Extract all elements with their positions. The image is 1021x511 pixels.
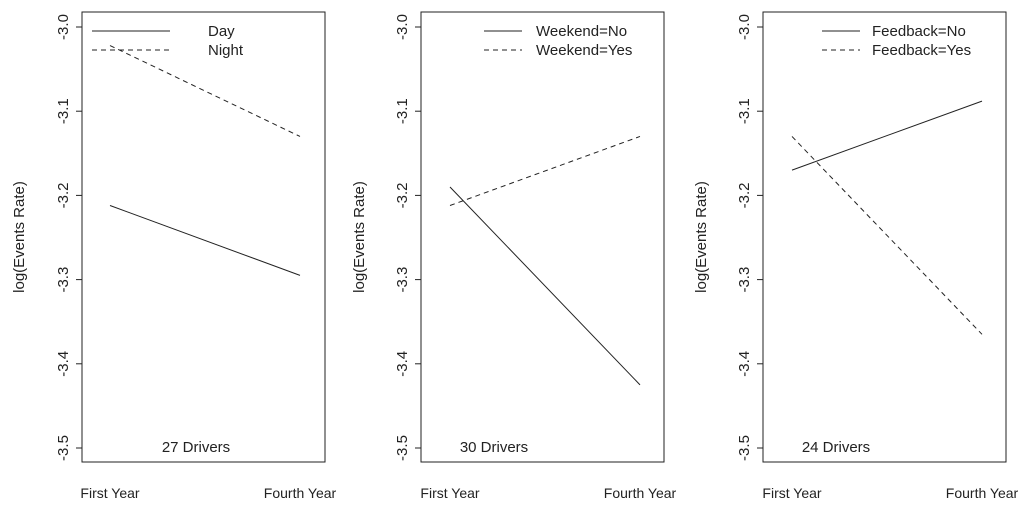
y-tick-label: -3.5 [736,435,753,461]
x-category-label: Fourth Year [264,485,337,501]
y-tick-label: -3.3 [736,267,753,293]
x-category-label: First Year [80,485,139,501]
x-category-label: Fourth Year [604,485,677,501]
y-tick-label: -3.3 [394,267,411,293]
legend-label: Night [208,42,244,59]
y-tick-label: -3.2 [736,182,753,208]
y-tick-label: -3.3 [55,267,72,293]
y-tick-label: -3.1 [55,98,72,124]
y-tick-label: -3.1 [394,98,411,124]
y-tick-label: -3.4 [736,351,753,377]
chart-panel-3: -3.0 -3.1 -3.2 -3.3 -3.4 -3.5 log(Events Rate)… [693,11,1019,501]
series-line-night [109,45,301,137]
plot-frame [762,11,1007,463]
y-tick-label: -3.0 [55,14,72,40]
y-tick-label: -3.0 [394,14,411,40]
y-tick-label: -3.2 [55,182,72,208]
driver-count-annotation: 30 Drivers [460,439,528,456]
legend-label: Feedback=Yes [872,42,971,59]
y-tick-label: -3.4 [394,351,411,377]
y-tick-label: -3.1 [736,98,753,124]
legend-label: Weekend=No [536,23,627,40]
legend-label: Feedback=No [872,23,966,40]
y-tick-label: -3.2 [394,182,411,208]
y-axis-label: log(Events Rate) [693,181,710,293]
y-tick-label: -3.5 [394,435,411,461]
series-line-feedback-yes [791,136,983,335]
y-tick-label: -3.5 [55,435,72,461]
driver-count-annotation: 24 Drivers [802,439,870,456]
y-tick-label: -3.0 [736,14,753,40]
legend-label: Weekend=Yes [536,42,632,59]
x-category-label: First Year [420,485,479,501]
plot-frame [420,11,665,463]
x-category-label: First Year [762,485,821,501]
chart-panel-2: -3.0 -3.1 -3.2 -3.3 -3.4 -3.5 log(Events Rate)… [351,11,677,501]
driver-count-annotation: 27 Drivers [162,439,230,456]
y-axis-label: log(Events Rate) [11,181,28,293]
legend-label: Day [208,23,235,40]
chart-panel-1: -3.0 -3.1 -3.2 -3.3 -3.4 -3.5 log(Events Rate)… [11,11,337,501]
series-line-feedback-no [791,100,983,171]
series-line-weekend-no [449,186,641,386]
plot-frame [81,11,326,463]
x-category-label: Fourth Year [946,485,1019,501]
series-line-weekend-yes [449,135,641,206]
y-tick-label: -3.4 [55,351,72,377]
y-axis-label: log(Events Rate) [351,181,368,293]
series-line-day [109,205,301,276]
